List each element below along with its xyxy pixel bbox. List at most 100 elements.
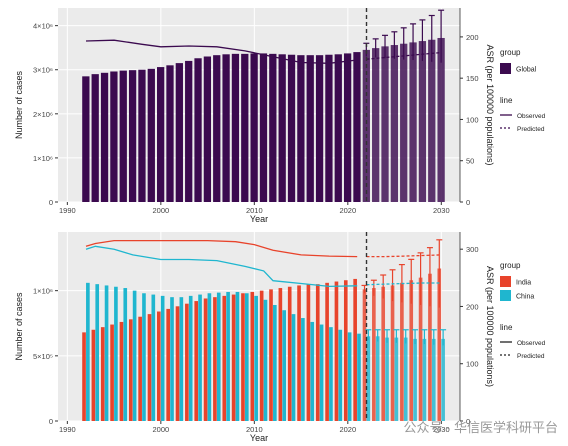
bar-china [114, 286, 118, 421]
bar-global [250, 53, 258, 202]
bar-china [151, 294, 156, 421]
observed-line-china [85, 245, 358, 288]
bar-india [100, 327, 105, 421]
bar-global [119, 70, 127, 202]
bar-china [160, 295, 165, 421]
bar-india [343, 280, 348, 421]
bar-china [179, 297, 184, 421]
bar-global [185, 60, 193, 202]
bar-china [403, 337, 408, 421]
bar-india [353, 278, 357, 421]
bar-china [198, 294, 202, 421]
bar-global [428, 39, 436, 202]
bar-global [110, 71, 118, 203]
legend-label-global: Global [516, 67, 537, 74]
y2-axis-title: ASR (per 100000 populations) [485, 44, 495, 165]
bar-global [138, 69, 146, 202]
bar-india [185, 303, 189, 421]
bar-global [362, 49, 370, 202]
bar-india [325, 282, 329, 421]
bar-global [203, 56, 212, 202]
bar-china [375, 336, 380, 421]
y2-tick-label: 0 [466, 198, 470, 207]
bar-india [138, 316, 142, 421]
bar-india [297, 285, 301, 421]
bar-india [381, 286, 386, 421]
legend-label-china: China [516, 294, 534, 301]
bar-global [297, 55, 305, 203]
observed-line-india [85, 239, 358, 258]
bar-india [400, 282, 404, 421]
bar-china [132, 290, 137, 421]
legend-swatch-india [500, 276, 511, 287]
bar-china [273, 304, 277, 421]
bar-global [287, 54, 296, 202]
bar-china [95, 284, 100, 421]
bar-china [170, 297, 174, 421]
bar-global [306, 55, 314, 203]
bar-global [194, 58, 202, 203]
bar-india [222, 295, 227, 421]
bar-global [175, 63, 183, 202]
bar-china [216, 292, 221, 421]
legend-label-india: India [516, 280, 531, 287]
bar-india [128, 319, 133, 421]
bar-india [390, 285, 395, 421]
bar-global [400, 43, 408, 203]
bar-india [428, 273, 432, 421]
bar-china [366, 336, 371, 421]
bar-india [213, 297, 217, 421]
x-tick-label: 2030 [433, 425, 450, 434]
legend-line-title: line [500, 323, 513, 332]
x-tick-label: 2010 [246, 425, 263, 434]
x-tick-label: 2020 [339, 425, 356, 434]
y-tick-label: 4×10⁶ [33, 22, 53, 31]
y2-tick-label: 200 [466, 302, 479, 311]
y-tick-label: 0 [49, 198, 53, 207]
legend-group-title: group [500, 261, 521, 270]
bar-india [409, 280, 414, 421]
bar-china [347, 332, 352, 421]
bar-global [372, 48, 380, 203]
bar-global [157, 67, 165, 202]
legend-group-title: group [500, 48, 521, 57]
bar-india [110, 324, 114, 421]
bar-china [86, 282, 90, 421]
bar-india [362, 289, 367, 421]
bar-china [413, 338, 417, 421]
bar-india [82, 332, 86, 421]
bar-china [226, 291, 230, 421]
x-tick-label: 2010 [246, 206, 263, 215]
bar-global [390, 45, 399, 202]
bar-india [278, 288, 283, 421]
legend-swatch-china [500, 290, 511, 301]
bar-india [119, 321, 124, 421]
bar-global [325, 54, 333, 202]
bar-china [394, 337, 399, 421]
bar-india [418, 277, 423, 421]
legend-line-title: line [500, 96, 513, 105]
bar-global [100, 72, 109, 202]
y-tick-label: 1×10⁶ [33, 287, 53, 296]
bar-global [343, 53, 352, 202]
legend-line-label-observed: Observed [517, 113, 546, 120]
bar-india [91, 329, 96, 421]
chart-panel-2: 0 5×10⁵ 1×10⁶ 0 100 200 300 1990 2000 2010 2020 203… [14, 232, 546, 443]
bar-china [282, 310, 287, 421]
y-tick-label: 2×10⁶ [33, 110, 53, 119]
x-axis-title: Year [250, 433, 268, 443]
bar-india [166, 308, 170, 421]
bar-india [269, 289, 273, 421]
bar-global [269, 53, 277, 202]
bar-india [306, 284, 311, 421]
y-tick-label: 1×10⁶ [33, 154, 53, 163]
bar-global [381, 46, 389, 202]
bar-china [244, 293, 249, 421]
bar-global [334, 54, 342, 202]
bar-india [175, 306, 180, 421]
bar-china [123, 288, 128, 421]
watermark: 公众号 · 华信医学科研平台 [403, 420, 558, 435]
bar-india [147, 314, 152, 421]
bar-india [287, 286, 292, 421]
